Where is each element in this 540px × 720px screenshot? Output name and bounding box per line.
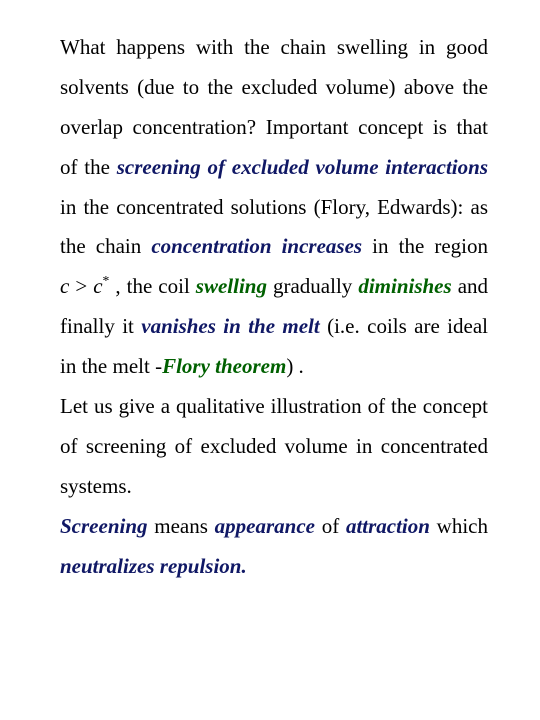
document-page: What happens with the chain swelling in … bbox=[0, 0, 540, 720]
emphasis-swelling: swelling bbox=[196, 274, 267, 298]
emphasis-vanishes: vanishes in the melt bbox=[141, 314, 319, 338]
emphasis-appearance: appearance bbox=[215, 514, 315, 538]
emphasis-attraction: attraction bbox=[346, 514, 430, 538]
inline-math: c > c* bbox=[60, 274, 109, 298]
text-run: of bbox=[315, 514, 346, 538]
emphasis-neutralizes-repulsion: neutralizes repulsion. bbox=[60, 554, 247, 578]
emphasis-screening: screening of excluded volume interaction… bbox=[117, 155, 488, 179]
text-run: which bbox=[430, 514, 488, 538]
emphasis-diminishes: diminishes bbox=[358, 274, 451, 298]
math-c2: c bbox=[93, 274, 102, 298]
math-gt: > bbox=[75, 274, 87, 298]
math-c: c bbox=[60, 274, 69, 298]
text-run: , the coil bbox=[109, 274, 195, 298]
text-run: ) . bbox=[286, 354, 304, 378]
emphasis-concentration-increases: concentration increases bbox=[151, 234, 362, 258]
body-text: What happens with the chain swelling in … bbox=[60, 35, 488, 578]
emphasis-flory-theorem: Flory theorem bbox=[162, 354, 286, 378]
paragraph-2: Let us give a qualitative illustration o… bbox=[60, 394, 488, 498]
text-run: gradually bbox=[267, 274, 358, 298]
emphasis-screening-word: Screening bbox=[60, 514, 148, 538]
text-run: in the region bbox=[362, 234, 488, 258]
text-run: means bbox=[148, 514, 215, 538]
